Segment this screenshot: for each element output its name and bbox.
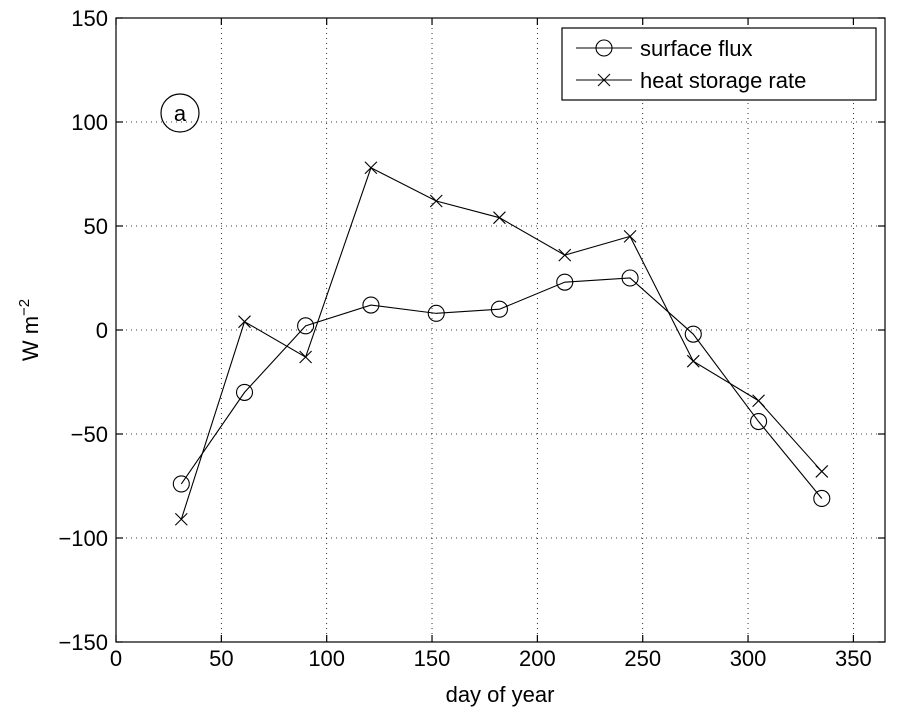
- data-point-surface-flux: [490, 300, 508, 318]
- data-point-surface-flux: [427, 304, 445, 322]
- legend-box: [561, 27, 877, 101]
- tick-layer: 0 50 100 150 200 250 300 350 −150 −100 −50 0 50 100 15…: [58, 6, 885, 671]
- data-point-surface-flux: [684, 325, 702, 343]
- series-layer: [172, 161, 831, 526]
- data-point-surface-flux: [556, 273, 574, 291]
- y-tick-label: 150: [71, 6, 108, 31]
- annotation-label: a: [174, 101, 187, 126]
- x-tick-label: 250: [624, 646, 661, 671]
- y-tick-label: 50: [84, 214, 108, 239]
- data-point-heat-storage-rate: [815, 465, 829, 478]
- data-point-surface-flux: [750, 412, 768, 431]
- y-tick-label: 100: [71, 110, 108, 135]
- annotation-circle: [160, 93, 200, 133]
- data-point-surface-flux: [235, 383, 254, 401]
- x-tick-label: 50: [209, 646, 233, 671]
- y-tick-label: 0: [96, 318, 108, 343]
- panel-annotation: a: [160, 93, 200, 133]
- data-point-heat-storage-rate: [686, 354, 700, 368]
- x-tick-label: 0: [110, 646, 122, 671]
- legend-marker-x: [597, 73, 611, 87]
- legend-label-heat-storage-rate: heat storage rate: [640, 68, 806, 93]
- legend-label-surface-flux: surface flux: [640, 36, 753, 61]
- x-tick-label: 200: [519, 646, 556, 671]
- x-tick-label: 350: [835, 646, 872, 671]
- y-tick-label: −100: [58, 526, 108, 551]
- data-point-heat-storage-rate: [623, 230, 637, 243]
- series-line-surface-flux: [180, 277, 823, 499]
- data-point-surface-flux: [172, 475, 190, 493]
- legend-marker-circle: [595, 39, 613, 57]
- y-tick-label: −150: [58, 630, 108, 655]
- data-point-surface-flux: [297, 317, 315, 335]
- grid-layer: [116, 18, 885, 642]
- data-point-heat-storage-rate: [364, 161, 378, 175]
- y-axis-label-main: W m: [18, 316, 43, 361]
- data-point-heat-storage-rate: [493, 211, 506, 225]
- y-tick-label: −50: [71, 422, 108, 447]
- data-point-heat-storage-rate: [238, 315, 251, 329]
- data-point-surface-flux: [621, 269, 639, 287]
- data-point-heat-storage-rate: [752, 394, 765, 408]
- x-axis-label: day of year: [446, 682, 555, 707]
- legend: surface flux heat storage rate: [561, 27, 877, 101]
- y-axis-label: W m−2: [16, 299, 43, 361]
- data-point-heat-storage-rate: [174, 512, 188, 526]
- data-point-surface-flux: [813, 489, 831, 508]
- data-point-surface-flux: [362, 296, 380, 314]
- x-tick-label: 100: [308, 646, 345, 671]
- data-point-heat-storage-rate: [429, 194, 443, 208]
- x-tick-label: 150: [414, 646, 451, 671]
- data-point-heat-storage-rate: [299, 350, 313, 364]
- data-point-heat-storage-rate: [558, 248, 572, 262]
- y-axis-label-superscript: −2: [16, 299, 33, 316]
- y-axis-label-group: W m−2: [16, 299, 43, 361]
- x-tick-label: 300: [730, 646, 767, 671]
